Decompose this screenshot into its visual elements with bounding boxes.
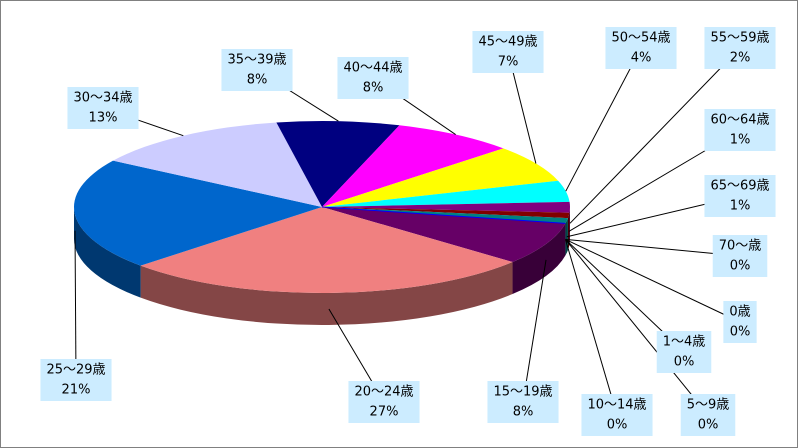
value-label: 1%	[730, 199, 751, 214]
label-box	[581, 394, 653, 436]
category-label: 60〜64歳	[710, 113, 769, 128]
leader-line	[522, 259, 547, 403]
data-label: 30〜34歳 13%	[67, 87, 139, 129]
value-label: 0%	[698, 418, 719, 433]
label-box	[704, 175, 776, 217]
slice-side	[569, 207, 570, 245]
label-box	[712, 235, 768, 277]
leader-line	[565, 238, 741, 257]
slice-side	[512, 223, 566, 295]
value-label: 27%	[370, 405, 399, 420]
category-label: 65〜69歳	[710, 179, 769, 194]
data-label: 0歳0%	[723, 301, 757, 343]
data-label: 15〜19歳 8%	[487, 381, 559, 423]
data-label: 10〜14歳 0%	[581, 394, 653, 436]
category-label: 5〜9歳	[687, 398, 730, 413]
value-label: 0%	[730, 325, 751, 340]
leader-line	[569, 47, 741, 224]
leader-line	[564, 239, 618, 416]
slice	[140, 207, 513, 293]
label-box	[704, 27, 776, 69]
label-box	[680, 394, 736, 436]
value-label: 13%	[89, 111, 118, 126]
label-box	[67, 87, 139, 129]
slice	[321, 206, 566, 224]
data-label: 1〜4歳 0%	[656, 331, 712, 373]
leader-line	[74, 230, 77, 381]
slice	[322, 201, 570, 213]
label-box	[723, 301, 757, 343]
category-label: 10〜14歳	[587, 398, 646, 413]
slice	[113, 122, 322, 207]
data-label: 35〜39歳 8%	[221, 49, 293, 91]
label-box	[656, 331, 712, 373]
label-box	[472, 31, 544, 73]
data-label: 50〜54歳 4%	[605, 27, 677, 69]
category-label: 15〜19歳	[493, 385, 552, 400]
label-box	[40, 359, 112, 401]
label-box	[487, 381, 559, 423]
category-label: 45〜49歳	[478, 35, 537, 50]
label-box	[337, 57, 409, 99]
value-label: 8%	[513, 405, 534, 420]
leader-line	[565, 47, 642, 192]
label-box	[221, 49, 293, 91]
data-label: 40〜44歳 8%	[337, 57, 409, 99]
data-label: 5〜9歳 0%	[680, 394, 736, 436]
slice-side	[140, 262, 513, 325]
leader-line	[565, 238, 741, 323]
data-label: 20〜24歳 27%	[348, 381, 420, 423]
data-label: 70〜歳 0%	[712, 235, 768, 277]
slice	[322, 207, 566, 263]
slice	[322, 207, 570, 219]
category-label: 0歳	[729, 305, 750, 320]
category-label: 50〜54歳	[611, 31, 670, 46]
data-label: 65〜69歳 1%	[704, 175, 776, 217]
data-label: 55〜59歳 2%	[704, 27, 776, 69]
slice	[276, 120, 400, 207]
value-label: 8%	[247, 73, 268, 88]
category-label: 20〜24歳	[354, 385, 413, 400]
category-label: 30〜34歳	[73, 91, 132, 106]
value-label: 21%	[62, 383, 91, 398]
category-label: 40〜44歳	[343, 61, 402, 76]
value-label: 1%	[730, 133, 751, 148]
slice	[322, 125, 504, 207]
category-label: 35〜39歳	[227, 53, 286, 68]
value-label: 2%	[730, 51, 751, 66]
category-label: 25〜29歳	[46, 363, 105, 378]
category-label: 1〜4歳	[663, 335, 706, 350]
slice	[322, 148, 559, 207]
value-label: 0%	[730, 259, 751, 274]
label-box	[348, 381, 420, 423]
label-box	[605, 27, 677, 69]
value-label: 7%	[498, 55, 519, 70]
data-label: 25〜29歳 21%	[40, 359, 112, 401]
slice-side	[74, 207, 141, 298]
data-label: 60〜64歳 1%	[704, 109, 776, 151]
value-label: 4%	[631, 51, 652, 66]
slice	[73, 160, 322, 266]
data-label: 45〜49歳 7%	[472, 31, 544, 73]
category-label: 55〜59歳	[710, 31, 769, 46]
value-label: 8%	[363, 81, 384, 96]
label-box	[704, 109, 776, 151]
value-label: 0%	[674, 355, 695, 370]
leader-line	[565, 239, 709, 416]
value-label: 0%	[607, 418, 628, 433]
category-label: 70〜歳	[719, 239, 762, 254]
slice	[322, 180, 570, 207]
